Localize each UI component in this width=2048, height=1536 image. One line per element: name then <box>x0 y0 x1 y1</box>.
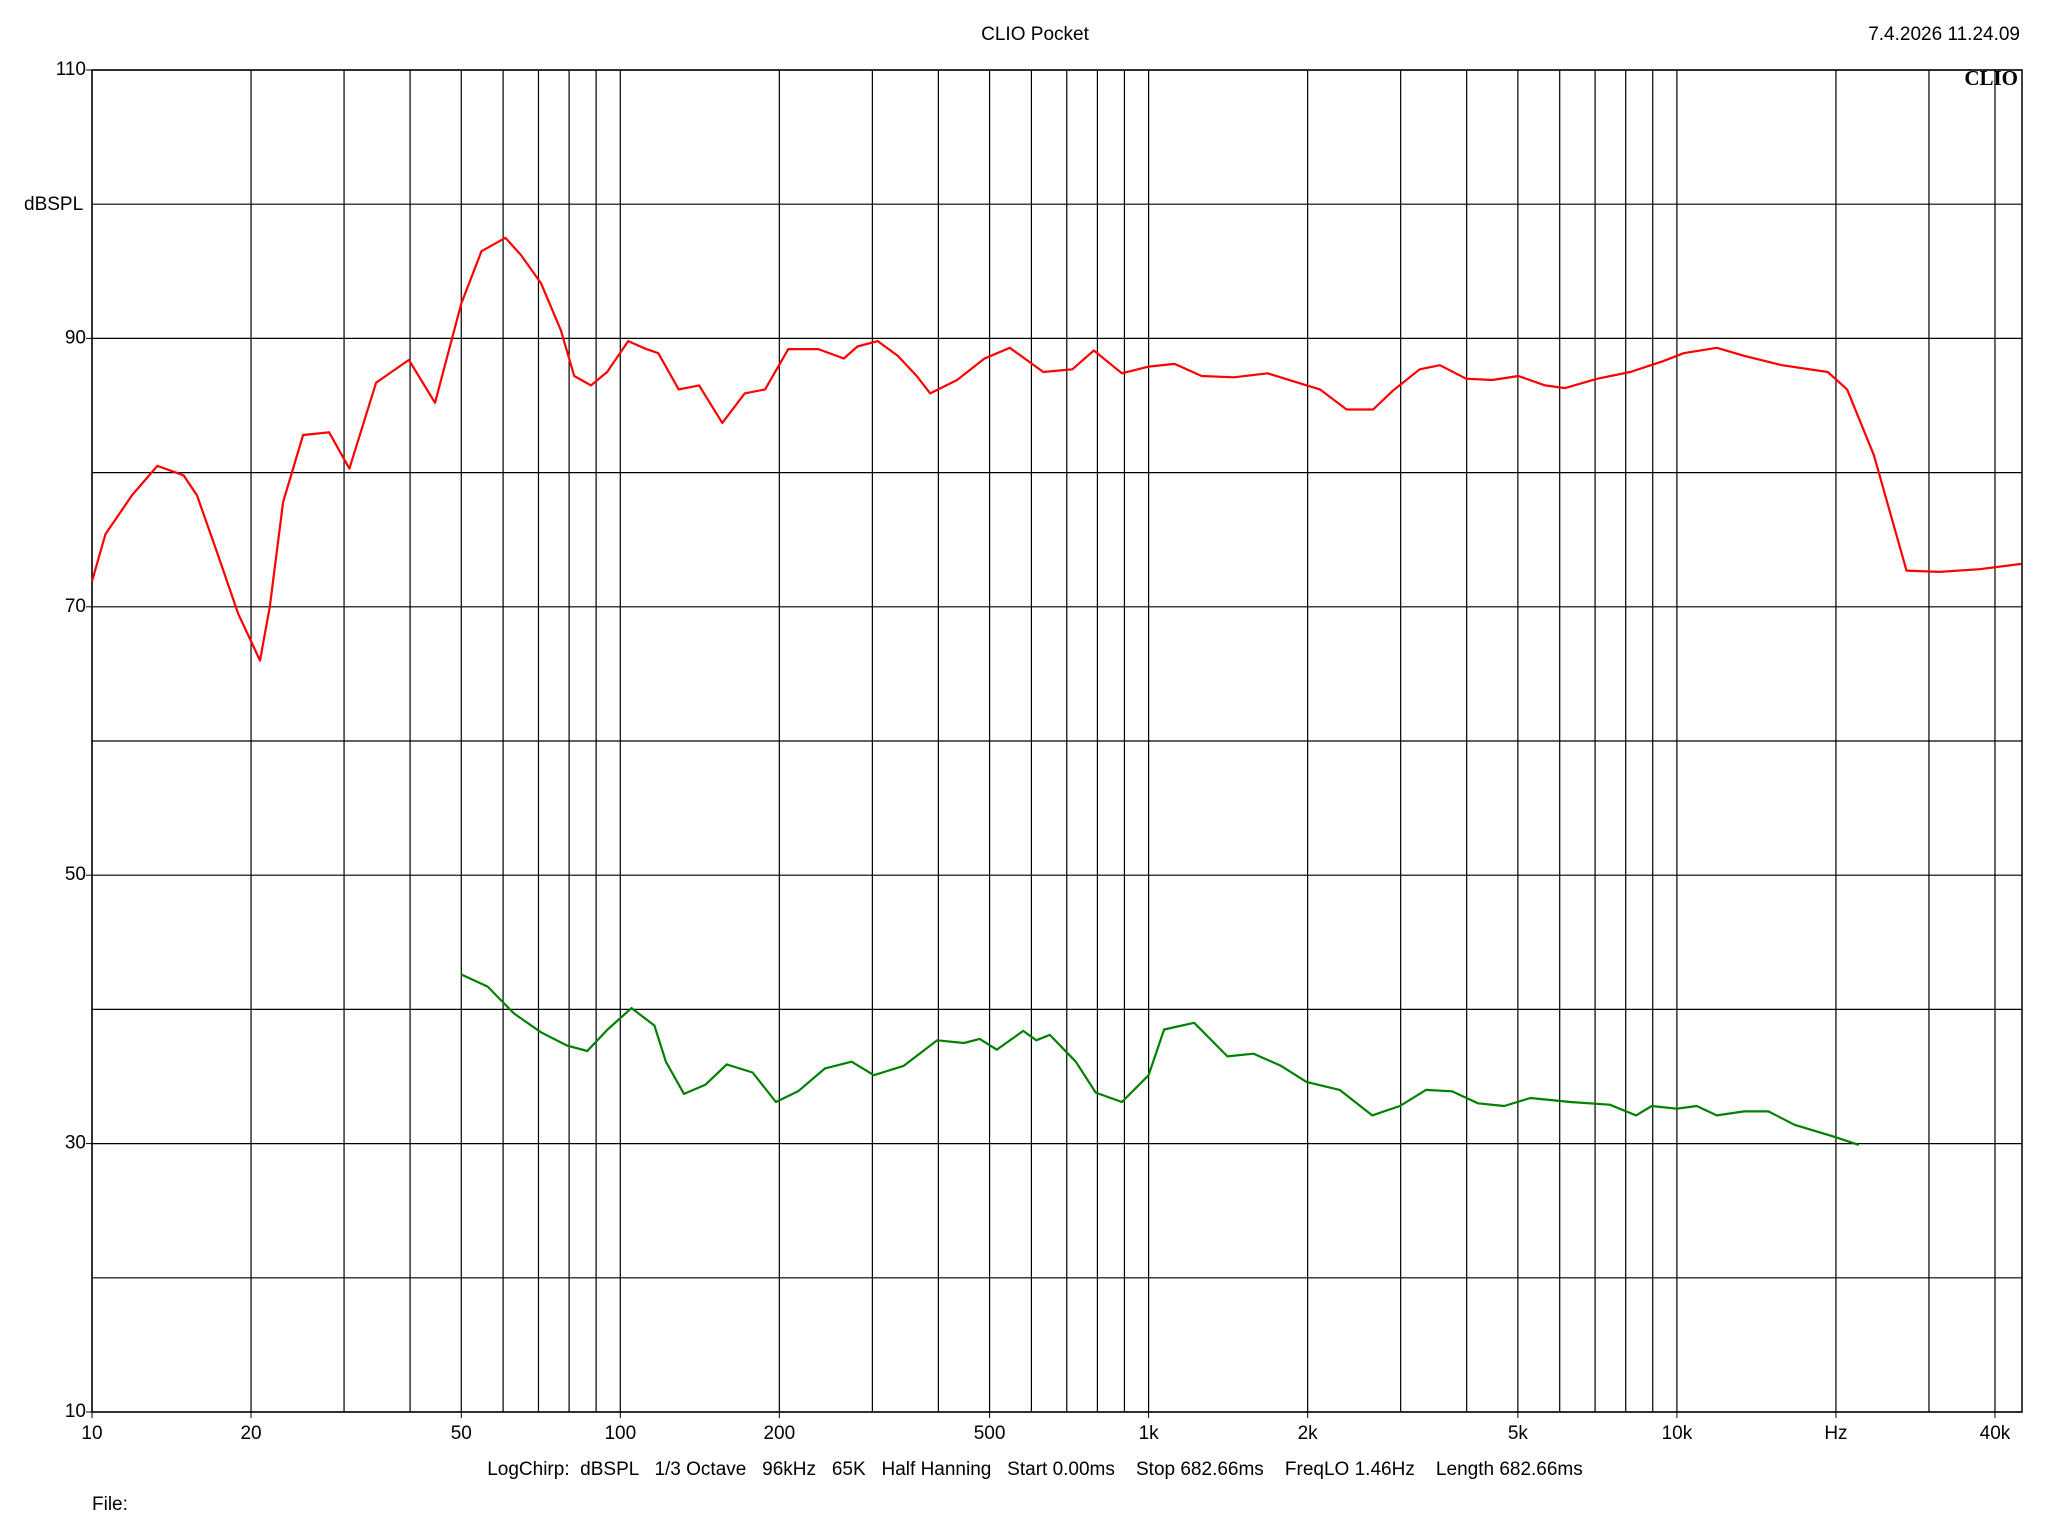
series-line <box>460 973 1860 1146</box>
x-tick-label: 40k <box>1980 1423 2011 1444</box>
plot-frame <box>91 69 2023 1413</box>
x-tick-label: 500 <box>974 1423 1006 1444</box>
x-tick-label: 20 <box>240 1423 261 1444</box>
x-tick-label: 5k <box>1508 1423 1529 1444</box>
series-line <box>90 236 2022 662</box>
x-tick-label: Hz <box>1824 1423 1847 1444</box>
y-tick-label: 30 <box>65 1133 86 1154</box>
timestamp: 7.4.2026 11.24.09 <box>1868 24 2020 45</box>
footer: LogChirp: dBSPL 1/3 Octave 96kHz 65K Hal… <box>487 1459 1583 1480</box>
chart-title: CLIO Pocket <box>981 24 1089 45</box>
y-tick-label: 110 <box>56 59 86 80</box>
file-label: File: <box>92 1494 128 1515</box>
y-tick-label: 10 <box>65 1401 86 1422</box>
y-tick-label: 50 <box>65 864 86 885</box>
x-tick-label: 2k <box>1298 1423 1319 1444</box>
y-axis-label: dBSPL <box>24 194 83 215</box>
y-tick-label: 70 <box>65 596 86 617</box>
y-tick-label: 90 <box>65 327 86 348</box>
x-tick-label: 200 <box>763 1423 795 1444</box>
x-tick-label: 50 <box>451 1423 472 1444</box>
x-tick-label: 10 <box>81 1423 102 1444</box>
x-tick-label: 10k <box>1662 1423 1693 1444</box>
x-tick-label: 100 <box>604 1423 636 1444</box>
x-tick-label: 1k <box>1139 1423 1160 1444</box>
